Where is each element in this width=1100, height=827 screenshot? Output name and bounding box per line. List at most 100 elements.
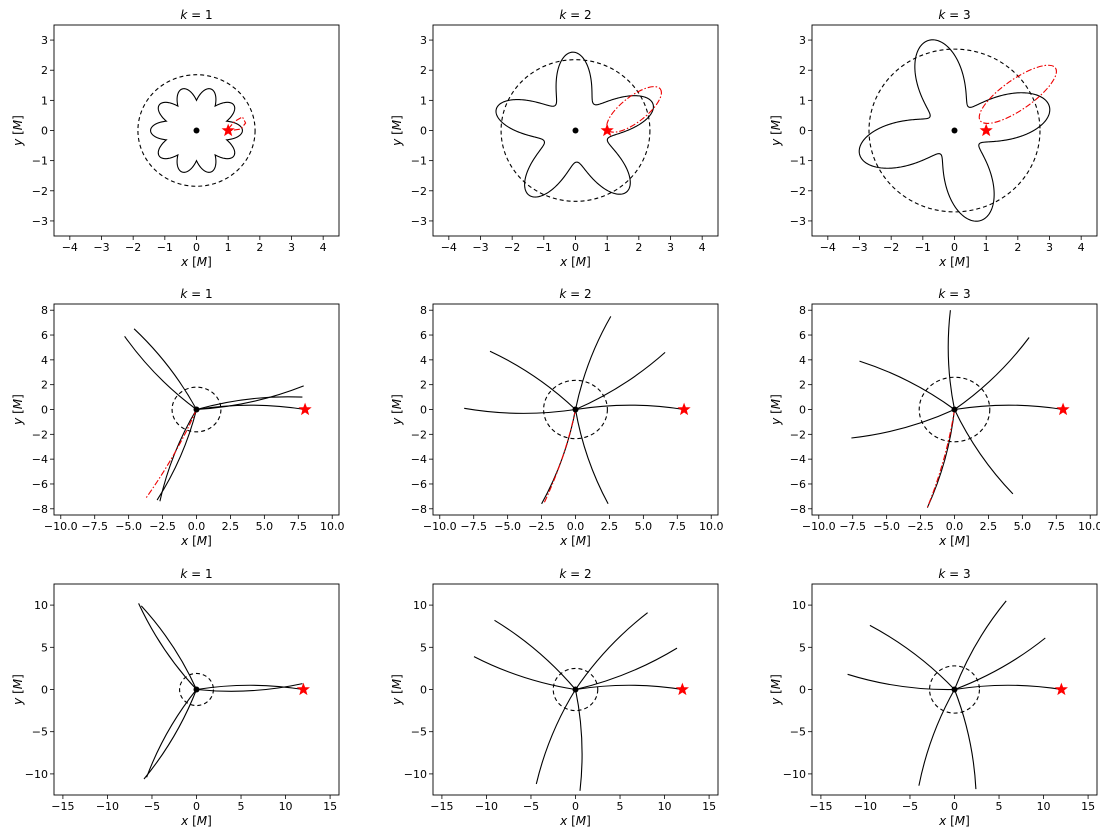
y-tick-label: 6: [420, 329, 427, 342]
orbit-spike: [859, 360, 955, 410]
x-axis-label: x [M]: [559, 534, 591, 548]
y-tick-label: −2: [411, 428, 427, 441]
red-orbit-segment: [145, 409, 198, 498]
subplot-7: −15 −10 −5 0 5 10 15 −10 −5 0 5 10 k = 1 x [M] y [M]: [11, 567, 340, 827]
x-axis-label: x [M]: [180, 255, 212, 269]
red-orbit-segment: [606, 86, 662, 133]
orbit-line: [150, 88, 243, 173]
subplot-2: −4 −3 −2 −1 0 1 2 3 4 −3 −2 −1 0 1 2 3 k = 2 x [M] y [M]: [390, 8, 719, 269]
x-tick-label: 3: [288, 241, 295, 254]
y-axis-label: y [M]: [769, 115, 783, 147]
plot-area: [858, 39, 1057, 222]
y-tick-label: −2: [32, 185, 48, 198]
black-hole-dot: [572, 127, 579, 134]
orbit-spike: [575, 404, 685, 411]
star-marker: [1054, 682, 1068, 696]
black-hole-dot: [951, 406, 958, 413]
x-tick-label: −10.0: [802, 520, 836, 533]
y-tick-label: −2: [790, 428, 806, 441]
plot-area: [847, 600, 1068, 790]
y-tick-label: 4: [799, 354, 806, 367]
red-orbit-segment: [227, 116, 247, 132]
x-tick-label: 2: [1014, 241, 1021, 254]
x-tick-label: 5: [617, 800, 624, 813]
y-tick-label: 2: [41, 64, 48, 77]
x-axis-label: x [M]: [180, 534, 212, 548]
y-tick-label: −1: [411, 155, 427, 168]
x-tick-label: 4: [699, 241, 706, 254]
subplot-1: −4 −3 −2 −1 0 1 2 3 4 −3 −2 −1 0 1 2 3 k = 1 x [M] y [M]: [11, 8, 340, 269]
y-tick-label: 6: [41, 329, 48, 342]
plot-area: [464, 316, 691, 505]
escape-circle: [868, 48, 1041, 213]
orbit-spike: [143, 689, 198, 780]
orbit-spike: [574, 689, 583, 791]
y-tick-label: 8: [799, 304, 806, 317]
y-tick-label: −8: [790, 503, 806, 516]
x-axis-label: x [M]: [180, 814, 212, 827]
x-tick-label: 0: [572, 241, 579, 254]
orbit-spike: [140, 605, 198, 690]
black-hole-dot: [193, 406, 200, 413]
subplot-title: k = 1: [180, 567, 212, 581]
x-tick-label: 1: [604, 241, 611, 254]
x-tick-label: −5.0: [115, 520, 142, 533]
y-tick-label: 0: [799, 404, 806, 417]
y-tick-label: 2: [41, 379, 48, 392]
y-axis-label: y [M]: [390, 674, 404, 706]
x-axis-label: x [M]: [938, 255, 970, 269]
y-tick-label: −6: [790, 478, 806, 491]
y-tick-label: 4: [420, 354, 427, 367]
x-tick-label: 15: [323, 800, 337, 813]
orbit-spike: [494, 619, 576, 690]
x-tick-label: 0: [572, 800, 579, 813]
x-tick-label: 5: [238, 800, 245, 813]
x-tick-label: 10: [658, 800, 672, 813]
y-tick-label: 0: [41, 404, 48, 417]
y-tick-label: 8: [420, 304, 427, 317]
y-tick-label: −10: [783, 768, 806, 781]
orbit-spike: [918, 689, 955, 786]
y-tick-label: 2: [799, 64, 806, 77]
escape-circle: [929, 665, 980, 714]
x-tick-label: 3: [667, 241, 674, 254]
x-tick-label: 0: [951, 241, 958, 254]
x-tick-label: −3: [851, 241, 867, 254]
y-tick-label: 0: [799, 684, 806, 697]
x-tick-label: −10.0: [44, 520, 78, 533]
escape-circle: [137, 74, 256, 187]
x-tick-label: −5.0: [494, 520, 521, 533]
subplot-title: k = 3: [938, 287, 970, 301]
orbit-spike: [159, 409, 197, 502]
x-tick-label: 4: [320, 241, 327, 254]
y-tick-label: −1: [790, 155, 806, 168]
x-tick-label: −4: [62, 241, 78, 254]
y-tick-label: 0: [41, 684, 48, 697]
y-tick-label: −2: [790, 185, 806, 198]
orbit-spike: [954, 409, 1014, 495]
y-tick-label: 10: [34, 599, 48, 612]
red-orbit-segment: [926, 409, 956, 508]
x-tick-label: 0: [193, 800, 200, 813]
orbit-spike: [847, 673, 955, 691]
escape-circle: [543, 379, 608, 440]
escape-circle: [918, 376, 991, 443]
y-tick-label: −4: [32, 453, 48, 466]
y-tick-label: −5: [32, 726, 48, 739]
y-tick-label: 10: [413, 599, 427, 612]
x-tick-label: 2: [256, 241, 263, 254]
y-tick-label: 10: [792, 599, 806, 612]
y-tick-label: −6: [411, 478, 427, 491]
y-tick-label: 6: [799, 329, 806, 342]
x-tick-label: −10: [96, 800, 119, 813]
subplot-5: −10.0 −7.5 −5.0 −2.5 0.0 2.5 5.0 7.5 10.0 −8 −6 −4 −…: [390, 287, 723, 548]
subplot-title: k = 3: [938, 567, 970, 581]
y-tick-label: −8: [32, 503, 48, 516]
orbit-spike: [196, 684, 304, 691]
y-tick-label: 4: [41, 354, 48, 367]
orbit-spike: [146, 689, 197, 778]
orbit-spike: [156, 409, 198, 501]
y-tick-label: 3: [41, 34, 48, 47]
orbit-spike: [464, 407, 576, 414]
